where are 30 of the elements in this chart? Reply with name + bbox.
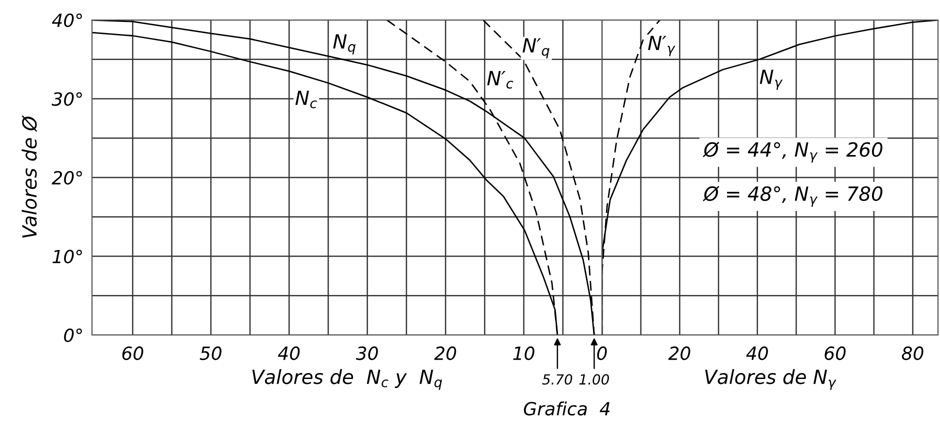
x-tick-label: 40 xyxy=(746,346,768,360)
annotation: N$_{c}$ xyxy=(295,90,317,108)
y-tick-label: 20° xyxy=(52,170,82,185)
x-tick-label: 0 xyxy=(597,346,607,360)
annotation: N$_{γ}$ xyxy=(760,70,783,90)
y-tick-label: 10° xyxy=(52,250,82,264)
annotation: Ø = 48°, N$_{γ}$ = 780 xyxy=(702,186,882,207)
y-axis-title: Valores de Ø xyxy=(22,115,38,238)
x-tick-label: 40 xyxy=(278,346,300,360)
x-tick-label: 30 xyxy=(356,346,378,360)
annotation: 1.00 xyxy=(579,374,609,385)
y-tick-label: 0° xyxy=(64,328,82,342)
x-tick-label: 80 xyxy=(902,346,924,360)
x-tick-label: 50 xyxy=(200,346,222,360)
y-tick-label: 40° xyxy=(52,13,82,28)
annotation: Ø = 44°, N$_{γ}$ = 260 xyxy=(702,142,882,163)
x-tick-label: 10 xyxy=(513,346,534,360)
x-axis-title: Valores de N$_{c}$ y N$_{q}$ xyxy=(252,369,442,390)
x-axis-title: Valores de N$_{γ}$ xyxy=(705,369,836,390)
text: Grafica 4 xyxy=(524,402,610,416)
annotation: 5.70 xyxy=(542,374,572,385)
annotation: N′$_{q}$ xyxy=(522,38,550,58)
y-tick-label: 30° xyxy=(52,92,82,106)
x-tick-label: 20 xyxy=(434,346,456,360)
annotation: N$_{q}$ xyxy=(333,34,356,54)
annotation: N′$_{c}$ xyxy=(487,71,514,89)
x-tick-label: 20 xyxy=(668,346,690,360)
annotation: N′$_{γ}$ xyxy=(648,36,676,56)
x-tick-label: 60 xyxy=(122,346,144,360)
x-tick-label: 60 xyxy=(824,346,846,360)
